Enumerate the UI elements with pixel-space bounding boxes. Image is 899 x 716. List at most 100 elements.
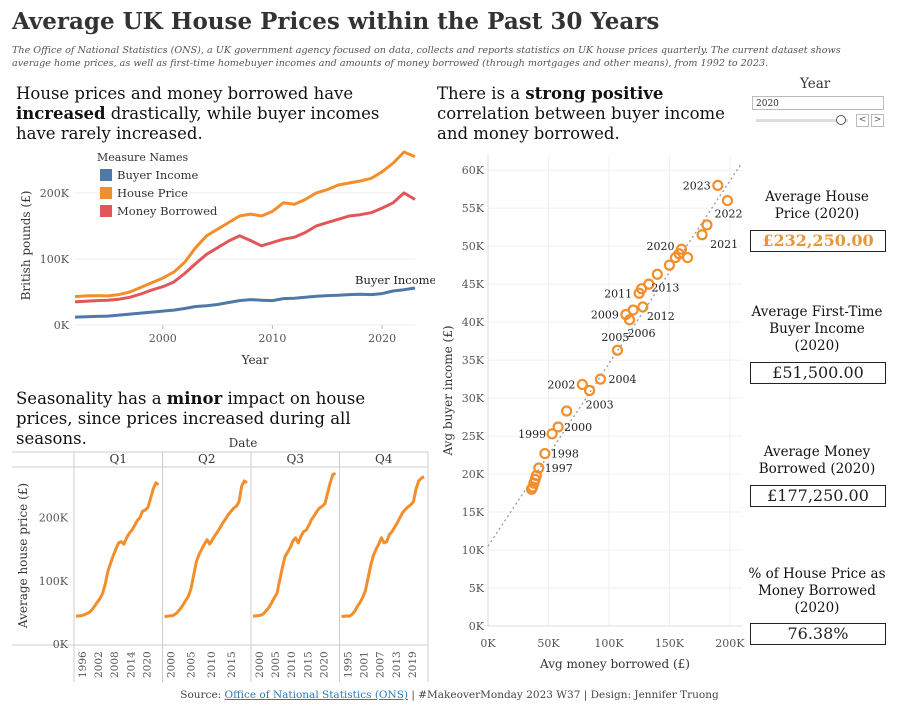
scatter-x-tick-label: 100K [594,637,624,650]
kpi-borrowed-label: Average Money Borrowed (2020) [747,444,887,478]
season-x-tick-label: 2020 [318,651,330,678]
kpi-house-value: £232,250.00 [750,230,886,252]
trend-heading-pre: House prices and money borrowed have [16,84,354,103]
kpi-borrowed-label-line1: Average Money [763,444,871,460]
season-panel-header: Q1 [110,452,127,466]
trend-y-tick-label: 200K [40,187,70,200]
scatter-point [673,248,685,260]
scatter-point [561,405,573,417]
scatter-x-tick-label: 150K [655,637,685,650]
year-slider-thumb[interactable] [836,115,846,125]
season-x-tick-label: 1996 [77,651,89,678]
scatter-point [663,259,676,271]
seasonality-chart: Date 0K 100K 200K Average house price (£) Q1 1… [12,436,429,682]
scatter-point-label: 2009 [591,309,619,322]
kpi-house-label-line2: Price (2020) [774,206,860,222]
season-panel-header: Q3 [287,452,304,466]
trend-legend-label: House Price [117,186,188,200]
scatter-point-label: 1998 [551,448,579,461]
kpi-income-value: £51,500.00 [750,362,886,384]
scatter-y-tick-label: 25K [462,430,485,443]
footer-source-link[interactable]: Office of National Statistics (ONS) [224,689,409,701]
scatter-point [539,447,551,460]
trend-legend-label: Buyer Income [117,168,199,182]
scatter-point-label: 1999 [518,428,546,441]
season-x-tick-label: 2019 [407,651,419,678]
trend-series-line [74,191,416,304]
scatter-point-label: 2003 [586,399,614,412]
scatter-y-tick-label: 35K [462,354,485,367]
season-heading-post: impact on house prices, since prices inc… [16,389,366,448]
year-prev-button[interactable]: < [856,114,869,127]
trend-y-tick-label: 100K [40,253,70,266]
season-y-tick-label: 200K [39,512,69,525]
trend-x-tick-label: 2000 [149,332,177,345]
scatter-point-label: 2022 [714,208,742,221]
scatter-point [627,304,639,316]
kpi-percent-label-line3: (2020) [794,600,840,616]
trend-x-tick-label: 2010 [258,332,286,345]
scatter-y-tick-label: 55K [462,202,485,215]
scatter-point-label: 2005 [601,331,629,344]
season-x-tick-label: 1995 [343,651,355,678]
trend-heading-post: drastically, while buyer incomes have ra… [16,104,380,143]
scatter-y-tick-label: 50K [462,240,485,253]
scatter-point-label: 2012 [647,310,675,323]
kpi-borrowed-value: £177,250.00 [750,485,886,507]
year-filter-input[interactable]: 2020 [752,96,884,110]
scatter-x-tick-label: 50K [537,637,560,650]
season-panel-header: Q2 [198,452,215,466]
kpi-percent-value: 76.38% [750,623,886,645]
scatter-point [721,194,734,207]
year-slider-track[interactable] [756,119,848,122]
trend-y-tick-label: 0K [54,319,70,332]
trend-line-chart: 0K 100K 200K 2000 2010 2020 Year British pounds… [19,150,435,367]
scatter-point-label: 2011 [604,287,632,300]
scatter-y-tick-label: 40K [462,316,485,329]
scatter-point [546,428,558,440]
scatter-point-label: 1997 [545,462,573,475]
trend-legend-swatch [100,187,112,199]
season-x-tick-label: 2001 [359,651,371,678]
season-y-tick-label: 100K [39,575,69,588]
scatter-y-axis-label: Avg buyer income (£) [441,325,455,456]
trend-legend-label: Money Borrowed [117,204,218,218]
season-series-line [75,481,160,618]
season-x-tick-label: 2013 [391,651,403,678]
trend-series-line [74,286,416,319]
kpi-income-label: Average First-Time Buyer Income (2020) [747,304,887,355]
scatter-point [651,268,663,280]
page-subtitle: The Office of National Statistics (ONS),… [12,45,841,69]
scatter-x-axis-label: Avg money borrowed (£) [539,657,690,671]
scatter-point [594,373,607,385]
season-heading-bold: minor [166,389,223,408]
scatter-x-tick-label: 200K [715,637,745,650]
scatter-point [576,378,588,391]
scatter-heading-bold: strong positive [525,84,664,103]
scatter-y-tick-label: 10K [462,544,485,557]
season-series-line [252,471,337,618]
season-x-tick-label: 2000 [166,651,178,678]
year-filter-label: Year [800,76,831,92]
year-next-button[interactable]: > [871,114,884,127]
kpi-income-label-line1: Average First-Time [751,304,883,320]
scatter-heading-post: correlation between buyer income and mon… [437,104,725,143]
season-heading: Seasonality has a minor impact on house … [16,389,416,449]
season-y-axis-label: Average house price (£) [16,483,30,629]
scatter-heading-pre: There is a [437,84,526,103]
scatter-point [584,384,596,397]
scatter-point-label: 2006 [628,327,656,340]
scatter-y-tick-label: 45K [462,278,485,291]
season-x-tick-label: 2007 [375,651,387,678]
season-x-tick-label: 2010 [286,651,298,678]
scatter-y-tick-label: 0K [469,620,485,633]
scatter-point [696,229,708,241]
season-x-tick-label: 2008 [109,651,121,678]
scatter-x-tick-label: 0K [480,637,496,650]
scatter-point [637,301,649,313]
kpi-house-label: Average House Price (2020) [747,189,887,223]
season-x-tick-label: 2015 [226,651,238,678]
footer: Source: Office of National Statistics (O… [0,689,899,701]
kpi-percent-label-line2: Money Borrowed [758,583,876,599]
scatter-point-label: 2004 [608,373,636,386]
